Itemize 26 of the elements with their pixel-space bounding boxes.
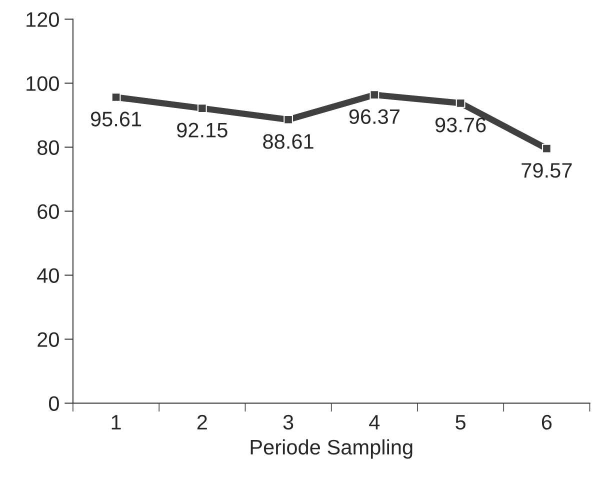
y-tick-label: 60 [38,204,59,219]
x-tick-label: 5 [456,415,466,430]
y-tick-label: 80 [38,140,59,155]
y-tick-label: 40 [37,268,59,283]
x-tick-label: 4 [369,415,380,430]
x-tick-label: 6 [542,414,552,430]
data-label: 96.37 [349,109,400,124]
data-label: 79.57 [522,163,572,178]
x-tick-label: 1 [112,415,121,430]
y-tick-label: 20 [38,332,59,347]
point [111,92,121,102]
data-label: 92.15 [177,122,228,138]
x-tick-label: 2 [197,414,207,430]
point [542,144,552,154]
y-tick-label: 0 [48,396,59,411]
point [456,98,466,108]
point [197,104,207,114]
data-label: 88.61 [263,134,314,149]
point [284,114,293,124]
data-label: 95.61 [90,112,142,126]
y-tick-label: 120 [26,12,59,27]
x-tick-label: 3 [283,414,294,430]
x-axis-title: Periode Sampling [250,439,412,459]
point [370,90,380,100]
y-tick-label: 100 [26,76,59,91]
data-label: 93.76 [435,118,486,132]
